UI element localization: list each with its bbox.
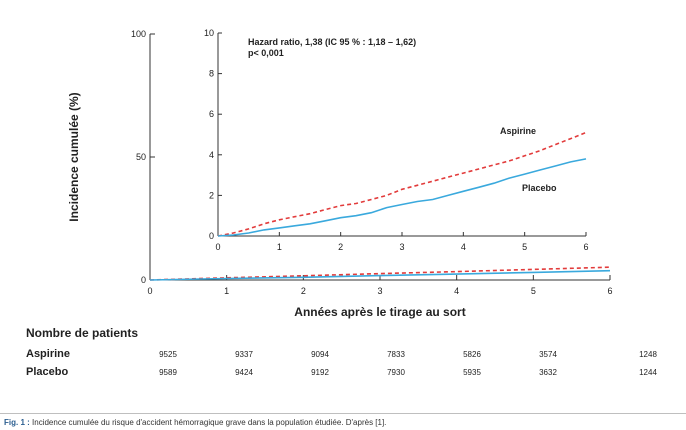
x-tick-label: 4: [454, 286, 459, 296]
y-tick-label: 100: [131, 29, 146, 39]
patients-table: Nombre de patients Aspirine 9525 9337 90…: [0, 326, 686, 386]
patients-count: 9094: [311, 350, 329, 359]
inset-chart: 0 2 4 6 8 10 0 1 2 3 4 5 6 Hazard ratio, 1,38 (IC 95 …: [204, 28, 589, 252]
x-tick-label: 1: [277, 242, 282, 252]
y-tick-label: 4: [209, 150, 214, 160]
patients-count: 9424: [235, 368, 253, 377]
caption-label: Fig. 1 :: [4, 418, 30, 427]
patients-count: 1248: [639, 350, 657, 359]
y-tick-label: 10: [204, 28, 214, 38]
x-tick-label: 3: [399, 242, 404, 252]
series-line-aspirine: [217, 131, 587, 237]
patients-count: 7930: [387, 368, 405, 377]
y-axis-title: Incidence cumulée (%): [67, 92, 81, 221]
patients-count: 5826: [463, 350, 481, 359]
patients-count: 3632: [539, 368, 557, 377]
caption-text: Incidence cumulée du risque d'accident h…: [32, 418, 387, 427]
patients-count: 9589: [159, 368, 177, 377]
y-tick-label: 0: [141, 275, 146, 285]
x-axis-title: Années après le tirage au sort: [294, 305, 465, 319]
y-tick-label: 50: [136, 152, 146, 162]
patients-count: 3574: [539, 350, 557, 359]
patients-row-aspirine: Aspirine 9525 9337 9094 7833 5826 3574 1…: [0, 348, 686, 364]
caption-divider: [0, 413, 686, 414]
x-tick-label: 4: [461, 242, 466, 252]
patients-row-label: Placebo: [26, 366, 69, 378]
patients-count: 1244: [639, 368, 657, 377]
x-tick-label: 3: [377, 286, 382, 296]
y-tick-label: 8: [209, 69, 214, 79]
patients-row-label: Aspirine: [26, 348, 71, 360]
series-line-placebo: [149, 269, 611, 281]
patients-count: 7833: [387, 350, 405, 359]
series-label-aspirine: Aspirine: [500, 126, 536, 136]
p-value-annotation: p< 0,001: [248, 48, 284, 58]
x-tick-label: 2: [338, 242, 343, 252]
x-tick-label: 2: [301, 286, 306, 296]
x-tick-label: 0: [215, 242, 220, 252]
y-tick-label: 0: [209, 231, 214, 241]
series-line-placebo: [217, 158, 587, 237]
x-tick-label: 6: [607, 286, 612, 296]
series-label-placebo: Placebo: [522, 183, 557, 193]
x-tick-label: 6: [583, 242, 588, 252]
patients-row-placebo: Placebo 9589 9424 9192 7930 5935 3632 12…: [0, 366, 686, 382]
patients-count: 9525: [159, 350, 177, 359]
y-tick-label: 6: [209, 109, 214, 119]
figure-caption: Fig. 1 : Incidence cumulée du risque d'a…: [4, 418, 386, 427]
hazard-ratio-annotation: Hazard ratio, 1,38 (IC 95 % : 1,18 – 1,6…: [248, 37, 416, 47]
patients-count: 9192: [311, 368, 329, 377]
patients-count: 5935: [463, 368, 481, 377]
x-tick-label: 1: [224, 286, 229, 296]
patients-count: 9337: [235, 350, 253, 359]
x-tick-label: 0: [147, 286, 152, 296]
x-tick-label: 5: [531, 286, 536, 296]
patients-title: Nombre de patients: [26, 326, 139, 340]
x-tick-label: 5: [522, 242, 527, 252]
y-tick-label: 2: [209, 190, 214, 200]
